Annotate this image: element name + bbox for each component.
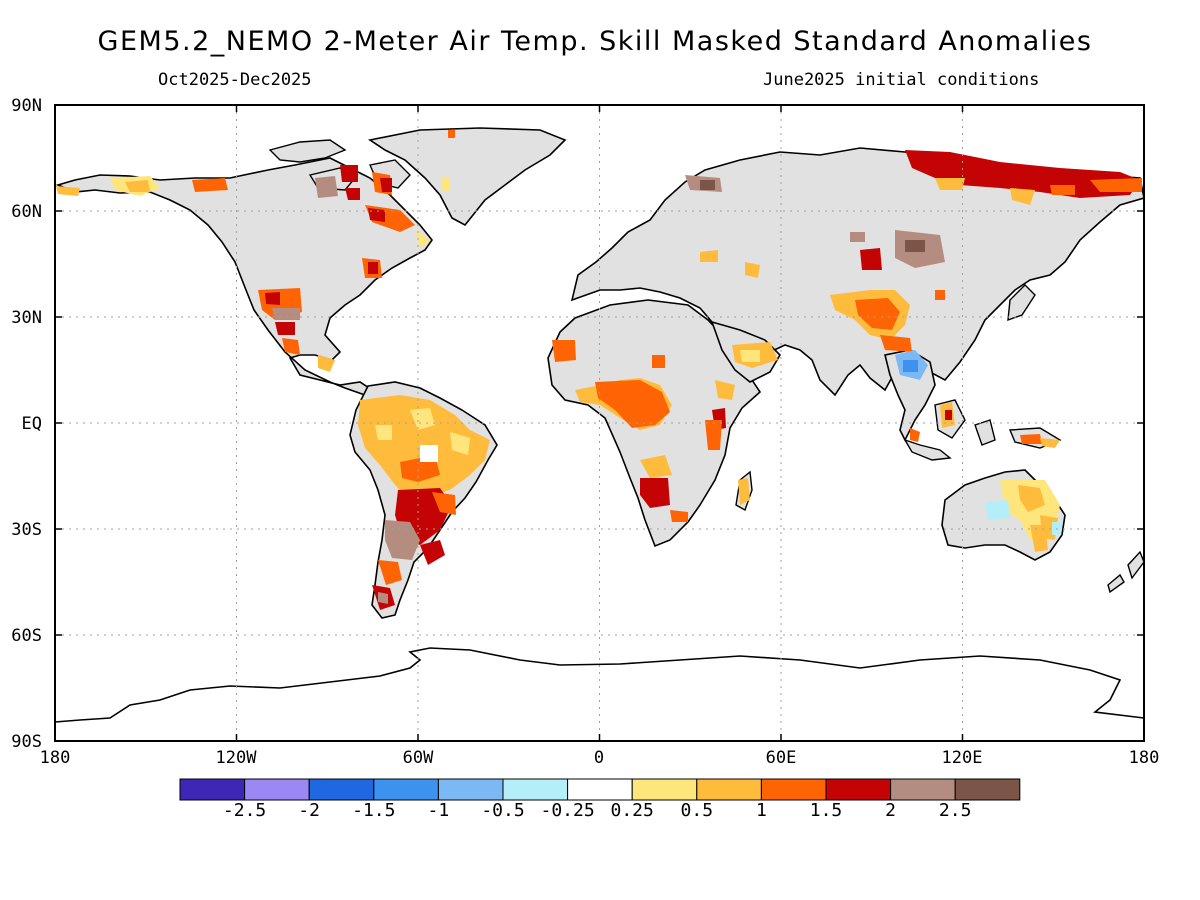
forecast-period: Oct2025-Dec2025 bbox=[158, 70, 312, 90]
colorbar bbox=[179, 778, 1021, 801]
anomaly-patches bbox=[56, 130, 1142, 610]
lat-label-30s: 30S bbox=[11, 520, 42, 540]
colorbar-label: 1 bbox=[755, 800, 767, 821]
colorbar-label: 2.5 bbox=[938, 800, 972, 821]
lat-label-90n: 90N bbox=[11, 96, 42, 116]
lon-label-120e: 120E bbox=[941, 748, 983, 768]
colorbar-swatch bbox=[308, 778, 375, 801]
lat-label-30n: 30N bbox=[11, 308, 42, 328]
colorbar-label: -0.25 bbox=[540, 800, 595, 821]
colorbar-swatch bbox=[760, 778, 827, 801]
lon-label-180w: 180 bbox=[39, 748, 71, 768]
antarctica bbox=[55, 647, 1144, 723]
colorbar-swatch bbox=[373, 778, 439, 801]
lat-label-60s: 60S bbox=[11, 626, 42, 646]
colorbar-label: -2 bbox=[298, 800, 321, 821]
colorbar-label: 2 bbox=[885, 800, 897, 821]
colorbar-label: 0.5 bbox=[680, 800, 714, 821]
colorbar-swatch bbox=[244, 778, 310, 801]
colorbar-label: 1.5 bbox=[809, 800, 843, 821]
initial-conditions: June2025 initial conditions bbox=[763, 70, 1040, 90]
lon-label-120w: 120W bbox=[215, 748, 257, 768]
colorbar-swatch bbox=[890, 778, 956, 801]
lat-label-90s: 90S bbox=[11, 732, 42, 752]
new-zealand bbox=[1107, 550, 1144, 594]
colorbar-swatch bbox=[825, 778, 892, 801]
colorbar-swatch bbox=[567, 778, 633, 801]
graticule bbox=[55, 105, 1144, 741]
greenland bbox=[367, 127, 567, 227]
colorbar-label: 0.25 bbox=[610, 800, 654, 821]
lon-label-60w: 60W bbox=[402, 748, 434, 768]
colorbar-label: -1 bbox=[427, 800, 450, 821]
lon-label-0: 0 bbox=[593, 748, 605, 768]
map-title: GEM5.2_NEMO 2-Meter Air Temp. Skill Mask… bbox=[97, 26, 1093, 57]
colorbar-label: -2.5 bbox=[222, 800, 267, 821]
lat-label-eq: EQ bbox=[21, 414, 42, 434]
colorbar-label: -1.5 bbox=[352, 800, 396, 821]
lon-label-60e: 60E bbox=[765, 748, 797, 768]
axis-ticks bbox=[55, 105, 1144, 741]
lat-label-60n: 60N bbox=[11, 202, 42, 222]
colorbar-swatch bbox=[954, 778, 1021, 801]
land-masses bbox=[55, 127, 1144, 723]
north-america bbox=[55, 157, 433, 396]
colorbar-swatch bbox=[696, 778, 762, 801]
colorbar-label: -0.5 bbox=[481, 800, 525, 821]
colorbar-swatch bbox=[502, 778, 569, 801]
lon-label-180e: 180 bbox=[1128, 748, 1160, 768]
colorbar-swatch bbox=[437, 778, 504, 801]
colorbar-swatch bbox=[631, 778, 698, 801]
colorbar-swatch bbox=[179, 778, 246, 801]
